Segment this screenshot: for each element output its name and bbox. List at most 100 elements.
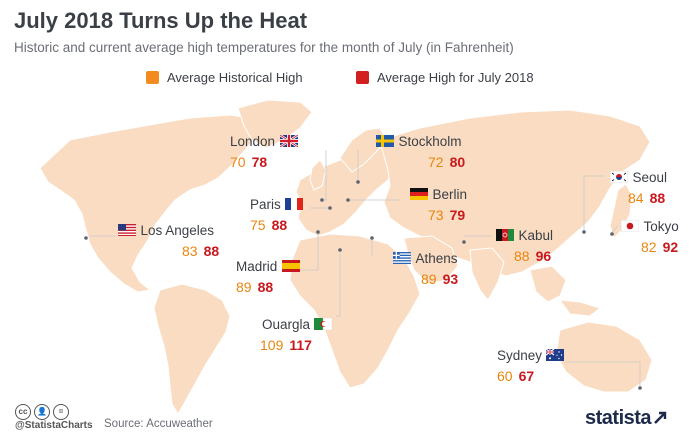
historical-value: 70 [230,154,246,170]
city-name: Seoul [632,170,667,185]
uk-landmass [309,159,327,191]
city-name: Los Angeles [140,223,215,238]
france-flag [285,197,304,210]
legend-historical: Average Historical High [146,70,303,85]
greece-flag [393,251,411,264]
city-name: Kabul [518,228,553,243]
madrid-dot [316,230,320,234]
city-name: Sydney [497,348,543,363]
sydney-dot [638,386,642,390]
city-label-london: London 70 78 [230,133,299,170]
algeria-flag [314,317,333,331]
legend-current-swatch [356,71,369,84]
city-label-sydney: Sydney 60 67 [497,347,565,384]
seoul-dot [582,230,586,234]
legend-historical-label: Average Historical High [167,70,303,85]
city-name: Tokyo [643,219,679,234]
germany-flag [410,187,428,200]
historical-value: 60 [497,368,513,384]
london-dot [320,198,324,202]
city-name: Athens [415,251,458,266]
southeast-asia-landmass [529,265,567,303]
city-name: Ouargla [262,317,311,332]
city-label-athens: Athens 89 93 [393,250,458,287]
berlin-dot [346,198,350,202]
current-value: 67 [518,368,535,384]
afghanistan-flag [496,228,514,241]
source-note: Source: Accuweather [104,418,213,430]
legend-current: Average High for July 2018 [356,70,534,85]
current-value: 88 [271,217,288,233]
statista-logo[interactable]: statista [585,407,667,430]
historical-value: 84 [628,190,644,206]
south-america-landmass [153,283,231,415]
current-value: 88 [203,243,220,259]
attribution-icon[interactable]: 👤 [34,404,50,420]
historical-value: 82 [641,239,657,255]
stockholm-dot [356,180,360,184]
historical-value: 73 [428,207,444,223]
statista-logo-text: statista [585,407,652,429]
tokyo-dot [610,232,614,236]
city-label-berlin: Berlin 73 79 [410,186,467,223]
los-angeles-dot [84,236,88,240]
current-value: 92 [662,239,679,255]
city-label-ouargla: Ouargla 109 117 [260,316,333,353]
city-label-stockholm: Stockholm 72 80 [376,133,465,170]
statista-logo-icon [654,411,667,424]
paris-dot [328,206,332,210]
cc-icon[interactable]: cc [15,404,31,420]
spain-flag [281,259,300,272]
current-value: 78 [251,154,268,170]
current-value: 117 [289,337,312,353]
historical-value: 89 [421,271,437,287]
japan-flag [620,219,640,233]
legend-historical-swatch [146,71,159,84]
africa-landmass [289,233,421,389]
current-value: 88 [257,279,274,295]
historical-value: 72 [428,154,444,170]
statista-handle[interactable]: @StatistaCharts [15,420,93,431]
uk-flag [278,134,299,148]
license-icons: cc 👤 = [15,401,72,420]
south-korea-flag [609,170,629,184]
city-label-seoul: Seoul 84 88 [609,169,667,206]
historical-value: 109 [260,337,284,353]
current-value: 88 [649,190,666,206]
tokyo-connector [611,225,619,233]
city-name: Stockholm [398,134,462,149]
historical-value: 89 [236,279,252,295]
historical-value: 83 [182,243,198,259]
city-name: Madrid [236,259,278,274]
india-landmass [469,247,505,301]
sweden-flag [376,134,394,147]
city-name: Paris [250,197,281,212]
city-name: London [230,134,276,149]
sydney-connector [566,361,641,388]
ouargla-dot [338,248,342,252]
city-name: Berlin [432,187,467,202]
current-value: 79 [449,207,466,223]
current-value: 93 [442,271,459,287]
city-label-paris: Paris 75 88 [250,196,304,233]
seoul-connector [583,175,604,232]
usa-flag [118,223,136,236]
ouargla-connector [336,254,341,317]
chart-title: July 2018 Turns Up the Heat [14,8,308,33]
no-derivatives-icon[interactable]: = [53,404,69,420]
athens-dot [370,236,374,240]
current-value: 80 [449,154,466,170]
historical-value: 75 [250,217,266,233]
greenland-landmass [237,99,313,149]
kabul-dot [462,240,466,244]
legend-current-label: Average High for July 2018 [377,70,534,85]
north-america-landmass [39,114,263,293]
city-label-madrid: Madrid 89 88 [236,258,300,295]
australia-landmass [555,321,653,393]
madrid-connector [292,232,319,271]
city-label-tokyo: Tokyo 82 92 [620,218,679,255]
indonesia-landmass [558,299,602,317]
historical-value: 88 [514,248,530,264]
chart-subtitle: Historic and current average high temper… [14,40,514,55]
